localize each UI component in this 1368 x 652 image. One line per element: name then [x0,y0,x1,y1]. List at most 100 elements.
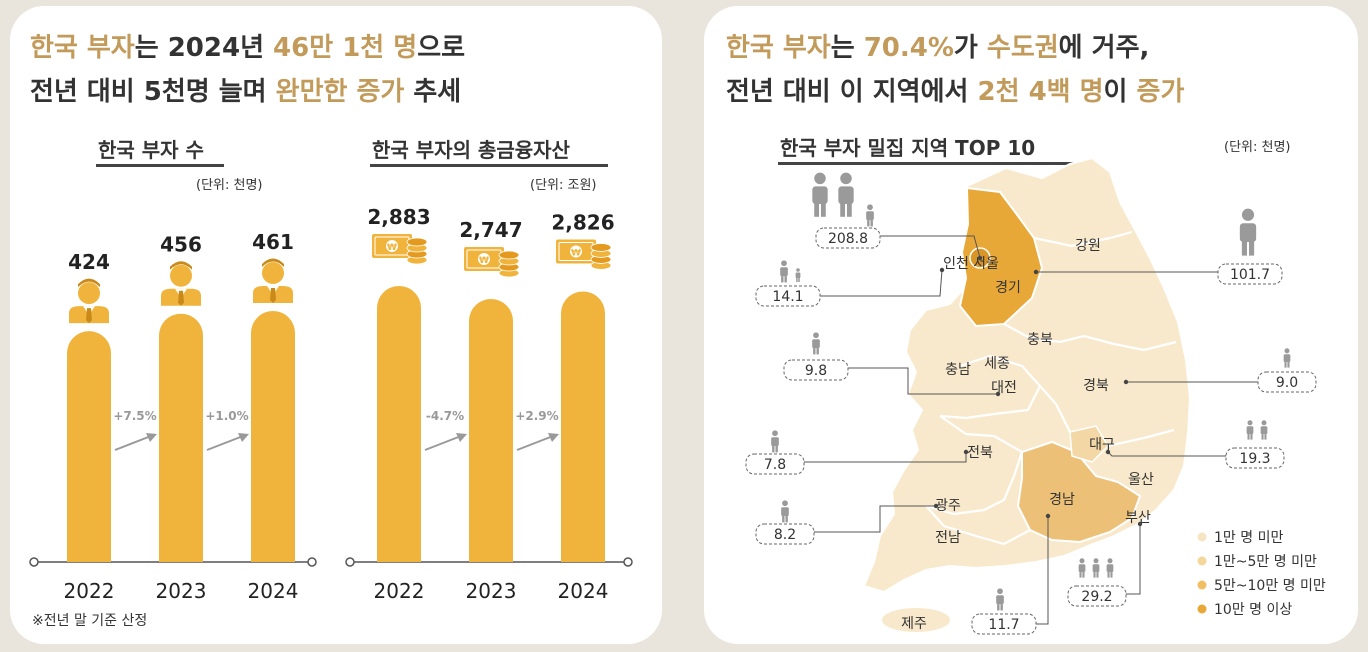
person-icon [838,172,854,217]
person-leg [1107,571,1110,578]
headline-segment: 전년 대비 5천명 늘며 [30,77,276,107]
axis-end-dot [345,557,355,567]
callout-line-부산 [1126,524,1141,595]
person-head [867,204,873,211]
person-body [795,272,801,278]
headline-segment: 가 [953,33,987,63]
rich-assets-unit: (단위: 조원) [530,178,597,193]
region-label-경북: 경북 [1083,378,1109,394]
person-head [772,430,778,437]
region-label-광주: 광주 [935,498,961,514]
person-leg [813,347,816,355]
headline-segment: 한국 부자 [726,33,831,63]
person-leg [784,275,787,283]
headline-segment: 증가 [1136,77,1185,107]
person-leg [1250,433,1253,440]
person-icon [1283,348,1291,368]
legend-label: 1만~5만 명 미만 [1214,554,1317,570]
callout-box-대구 [1225,447,1285,469]
headline-segment: 2천 4백 명 [977,77,1104,107]
x-tick-label: 2022 [64,579,115,603]
headline-segment: 수도권 [986,33,1059,63]
businessman-hair [170,261,192,270]
person-icon [1239,208,1257,256]
map-korea-mainland [862,156,1192,594]
person-leg [1284,361,1287,368]
person-icon [996,588,1004,611]
change-label: +7.5% [113,409,156,423]
region-label-대구: 대구 [1089,437,1115,453]
bar [159,313,203,562]
person-head [1107,558,1113,564]
person-leg [814,202,820,217]
headline-segment: 46만 1천 명 [273,33,418,63]
person-head [1247,420,1253,426]
person-leg [782,515,785,523]
person-head [813,332,819,339]
person-leg [1287,361,1290,368]
legend-swatch [1197,604,1207,614]
change-arrowhead [548,433,559,442]
change-arrow-line [424,435,462,451]
x-tick-label: 2023 [156,579,207,603]
callout-dot-전북 [963,449,969,455]
region-label-울산: 울산 [1128,472,1154,488]
headline-segment: 는 2024년 [134,33,274,63]
change-arrowhead [146,433,157,442]
person-leg [1096,571,1099,578]
person-icon [781,500,789,523]
region-label-서울: 서울 [973,256,999,272]
person-head [997,588,1003,595]
left-panel: 한국 부자는 2024년 46만 1천 명으로 전년 대비 5천명 늘며 완만한… [10,6,662,644]
map-province-border [1003,323,1177,352]
person-icon [1246,420,1254,440]
person-icon [866,204,874,227]
person-head [814,172,826,185]
callout-line-서울 [880,235,981,259]
person-body [1239,223,1257,242]
legend-label: 5만~10만 명 미만 [1214,578,1326,594]
person-leg [1093,571,1096,578]
person-body [771,437,779,446]
businessman-hair [78,278,100,288]
bar [561,291,605,562]
callout-value-경남: 11.7 [988,617,1019,633]
person-body [838,186,854,204]
callout-dot-서울 [977,255,983,261]
callout-box-광주 [755,523,815,545]
axis-end-dot [29,557,39,567]
coin [406,237,428,247]
legend-swatch [1197,532,1207,542]
person-head [796,268,800,272]
coin [590,243,612,252]
person-icon [812,332,820,355]
map-province-border [1039,385,1071,433]
region-label-세종: 세종 [984,356,1010,372]
region-label-충남: 충남 [945,362,971,378]
left-headline-line2: 전년 대비 5천명 늘며 완만한 증가 추세 [30,72,461,112]
map-province-border [925,505,1031,546]
callout-value-광주: 8.2 [774,527,796,543]
won-symbol: ₩ [387,243,397,253]
person-icon [1260,420,1268,440]
businessman-head [78,282,100,305]
headline-segment: 는 [830,33,864,63]
legend-swatch [1197,580,1207,590]
bar [377,286,421,562]
headline-segment: 70.4% [863,33,954,63]
businessman-hair [262,258,284,267]
person-body [781,507,789,516]
person-leg [1247,433,1250,440]
person-leg [798,277,800,282]
person-leg [1264,433,1267,440]
axis-end-dot [307,557,317,567]
headline-segment: 한국 부자 [30,33,135,63]
callout-dot-부산 [1137,521,1143,527]
callout-value-대구: 19.3 [1239,451,1270,467]
map-title: 한국 부자 밀집 지역 TOP 10 [780,136,1036,160]
callout-dot-경남 [1045,513,1051,519]
change-label: +2.9% [515,409,558,423]
callout-line-광주 [814,505,936,533]
map-province-border [925,451,1024,516]
